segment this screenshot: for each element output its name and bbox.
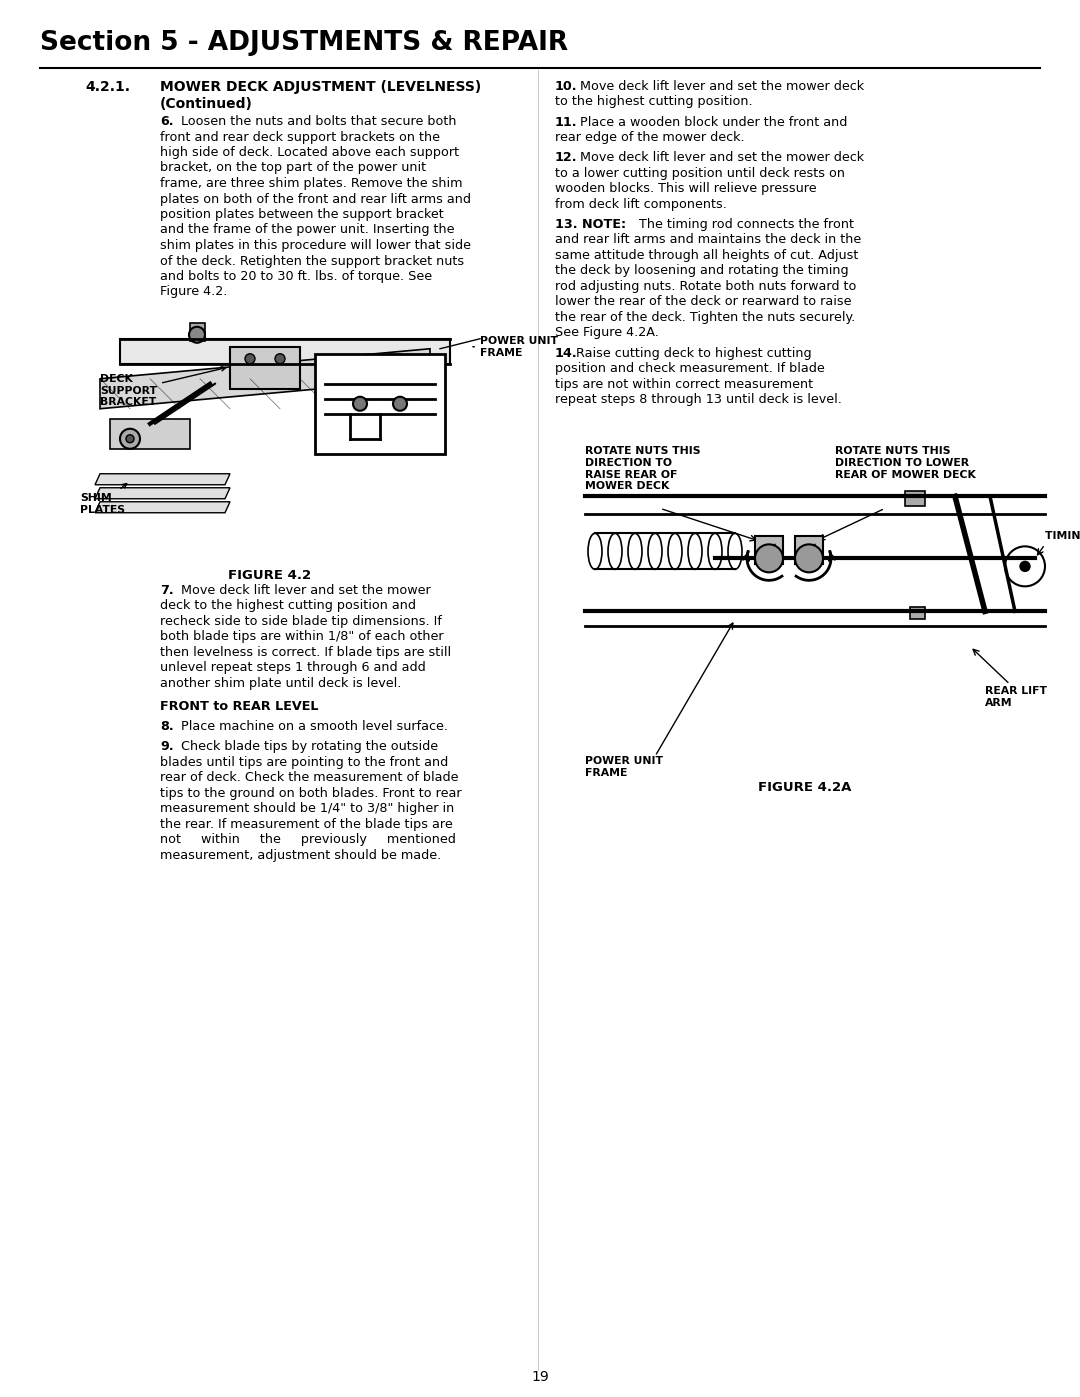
Bar xyxy=(755,536,783,564)
Text: Move deck lift lever and set the mower: Move deck lift lever and set the mower xyxy=(177,584,431,597)
Text: 19: 19 xyxy=(531,1370,549,1384)
Text: 4.2.1.: 4.2.1. xyxy=(85,80,130,94)
Text: tips are not within correct measurement: tips are not within correct measurement xyxy=(555,377,813,391)
Circle shape xyxy=(755,545,783,573)
Circle shape xyxy=(1020,562,1030,571)
Text: Check blade tips by rotating the outside: Check blade tips by rotating the outside xyxy=(177,740,438,753)
Text: deck to the highest cutting position and: deck to the highest cutting position and xyxy=(160,599,416,612)
Text: ROTATE NUTS THIS
DIRECTION TO LOWER
REAR OF MOWER DECK: ROTATE NUTS THIS DIRECTION TO LOWER REAR… xyxy=(835,447,976,479)
Text: rear of deck. Check the measurement of blade: rear of deck. Check the measurement of b… xyxy=(160,771,459,784)
Circle shape xyxy=(120,429,140,448)
Circle shape xyxy=(189,327,205,342)
Text: Place machine on a smooth level surface.: Place machine on a smooth level surface. xyxy=(177,719,448,733)
Circle shape xyxy=(275,353,285,363)
Text: wooden blocks. This will relieve pressure: wooden blocks. This will relieve pressur… xyxy=(555,182,816,196)
Text: the deck by loosening and rotating the timing: the deck by loosening and rotating the t… xyxy=(555,264,849,278)
Text: bracket, on the top part of the power unit: bracket, on the top part of the power un… xyxy=(160,162,427,175)
Text: blades until tips are pointing to the front and: blades until tips are pointing to the fr… xyxy=(160,756,448,768)
Text: same attitude through all heights of cut. Adjust: same attitude through all heights of cut… xyxy=(555,249,859,263)
Text: FIGURE 4.2: FIGURE 4.2 xyxy=(229,569,311,581)
Text: another shim plate until deck is level.: another shim plate until deck is level. xyxy=(160,676,402,690)
Text: POWER UNIT
FRAME: POWER UNIT FRAME xyxy=(585,756,663,778)
Text: plates on both of the front and rear lift arms and: plates on both of the front and rear lif… xyxy=(160,193,471,205)
Text: 6.: 6. xyxy=(160,115,174,129)
Text: Loosen the nuts and bolts that secure both: Loosen the nuts and bolts that secure bo… xyxy=(177,115,457,129)
Text: high side of deck. Located above each support: high side of deck. Located above each su… xyxy=(160,147,459,159)
Text: rear edge of the mower deck.: rear edge of the mower deck. xyxy=(555,131,744,144)
Bar xyxy=(315,353,445,454)
Text: FRONT to REAR LEVEL: FRONT to REAR LEVEL xyxy=(160,700,319,712)
Circle shape xyxy=(393,397,407,411)
Text: Figure 4.2.: Figure 4.2. xyxy=(160,285,228,299)
Circle shape xyxy=(353,397,367,411)
Polygon shape xyxy=(110,419,190,448)
Text: 11.: 11. xyxy=(555,116,578,129)
Text: 13. NOTE:: 13. NOTE: xyxy=(555,218,626,231)
Text: position plates between the support bracket: position plates between the support brac… xyxy=(160,208,444,221)
Text: 7.: 7. xyxy=(160,584,174,597)
Text: ROTATE NUTS THIS
DIRECTION TO
RAISE REAR OF
MOWER DECK: ROTATE NUTS THIS DIRECTION TO RAISE REAR… xyxy=(585,447,701,492)
Text: SHIM
PLATES: SHIM PLATES xyxy=(80,483,126,514)
Text: and rear lift arms and maintains the deck in the: and rear lift arms and maintains the dec… xyxy=(555,233,861,246)
Text: 14.: 14. xyxy=(555,346,578,359)
Circle shape xyxy=(795,545,823,573)
Polygon shape xyxy=(95,488,230,499)
Text: front and rear deck support brackets on the: front and rear deck support brackets on … xyxy=(160,130,440,144)
Text: DECK
SUPPORT
BRACKET: DECK SUPPORT BRACKET xyxy=(100,366,226,408)
Polygon shape xyxy=(100,349,430,409)
Text: recheck side to side blade tip dimensions. If: recheck side to side blade tip dimension… xyxy=(160,615,442,627)
Text: measurement should be 1/4" to 3/8" higher in: measurement should be 1/4" to 3/8" highe… xyxy=(160,802,455,816)
Text: (Continued): (Continued) xyxy=(160,96,253,110)
Text: the rear of the deck. Tighten the nuts securely.: the rear of the deck. Tighten the nuts s… xyxy=(555,312,855,324)
Text: REAR LIFT
ARM: REAR LIFT ARM xyxy=(985,686,1047,708)
Text: 10.: 10. xyxy=(555,80,578,94)
Text: position and check measurement. If blade: position and check measurement. If blade xyxy=(555,362,825,376)
Text: from deck lift components.: from deck lift components. xyxy=(555,198,727,211)
Bar xyxy=(190,323,205,341)
Text: Move deck lift lever and set the mower deck: Move deck lift lever and set the mower d… xyxy=(580,80,864,94)
Bar xyxy=(905,492,924,506)
Bar xyxy=(910,608,924,619)
Text: TIMING ROD: TIMING ROD xyxy=(1045,531,1080,542)
Polygon shape xyxy=(120,338,450,363)
Text: frame, are three shim plates. Remove the shim: frame, are three shim plates. Remove the… xyxy=(160,177,462,190)
Polygon shape xyxy=(95,474,230,485)
Text: lower the rear of the deck or rearward to raise: lower the rear of the deck or rearward t… xyxy=(555,295,851,309)
Text: then levelness is correct. If blade tips are still: then levelness is correct. If blade tips… xyxy=(160,645,451,659)
Text: Move deck lift lever and set the mower deck: Move deck lift lever and set the mower d… xyxy=(580,151,864,165)
Text: tips to the ground on both blades. Front to rear: tips to the ground on both blades. Front… xyxy=(160,787,461,800)
Text: 9.: 9. xyxy=(160,740,174,753)
Text: 8.: 8. xyxy=(160,719,174,733)
Text: and bolts to 20 to 30 ft. lbs. of torque. See: and bolts to 20 to 30 ft. lbs. of torque… xyxy=(160,270,432,284)
Text: Raise cutting deck to highest cutting: Raise cutting deck to highest cutting xyxy=(572,346,812,359)
Text: FIGURE 4.2A: FIGURE 4.2A xyxy=(758,781,852,795)
Text: unlevel repeat steps 1 through 6 and add: unlevel repeat steps 1 through 6 and add xyxy=(160,661,426,675)
Text: the rear. If measurement of the blade tips are: the rear. If measurement of the blade ti… xyxy=(160,817,453,831)
Text: Place a wooden block under the front and: Place a wooden block under the front and xyxy=(580,116,848,129)
Text: POWER UNIT
FRAME: POWER UNIT FRAME xyxy=(473,335,558,358)
Polygon shape xyxy=(95,502,230,513)
Text: of the deck. Retighten the support bracket nuts: of the deck. Retighten the support brack… xyxy=(160,254,464,267)
Text: measurement, adjustment should be made.: measurement, adjustment should be made. xyxy=(160,849,442,862)
Circle shape xyxy=(126,434,134,443)
Bar xyxy=(795,536,823,564)
Text: and the frame of the power unit. Inserting the: and the frame of the power unit. Inserti… xyxy=(160,224,455,236)
Text: both blade tips are within 1/8" of each other: both blade tips are within 1/8" of each … xyxy=(160,630,444,643)
Text: The timing rod connects the front: The timing rod connects the front xyxy=(635,218,854,231)
Polygon shape xyxy=(230,346,300,388)
Text: not     within     the     previously     mentioned: not within the previously mentioned xyxy=(160,833,456,847)
Text: rod adjusting nuts. Rotate both nuts forward to: rod adjusting nuts. Rotate both nuts for… xyxy=(555,279,856,293)
Text: See Figure 4.2A.: See Figure 4.2A. xyxy=(555,327,659,339)
Text: shim plates in this procedure will lower that side: shim plates in this procedure will lower… xyxy=(160,239,471,251)
Text: MOWER DECK ADJUSTMENT (LEVELNESS): MOWER DECK ADJUSTMENT (LEVELNESS) xyxy=(160,80,482,94)
Text: repeat steps 8 through 13 until deck is level.: repeat steps 8 through 13 until deck is … xyxy=(555,393,842,407)
Text: Section 5 - ADJUSTMENTS & REPAIR: Section 5 - ADJUSTMENTS & REPAIR xyxy=(40,29,568,56)
Text: to a lower cutting position until deck rests on: to a lower cutting position until deck r… xyxy=(555,166,845,180)
Text: 12.: 12. xyxy=(555,151,578,165)
Circle shape xyxy=(245,353,255,363)
Text: to the highest cutting position.: to the highest cutting position. xyxy=(555,95,753,109)
